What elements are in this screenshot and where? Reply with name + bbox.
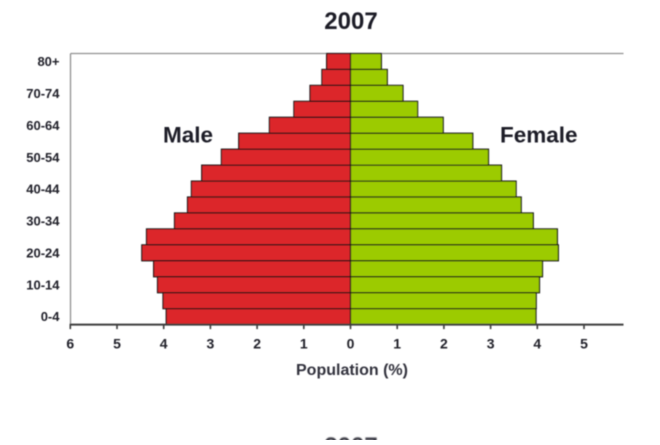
svg-text:50-54: 50-54 (26, 150, 60, 165)
svg-text:2: 2 (253, 336, 261, 352)
svg-text:Male: Male (163, 123, 213, 148)
svg-text:2007: 2007 (324, 8, 377, 35)
svg-text:0: 0 (347, 336, 355, 352)
svg-text:2: 2 (440, 336, 448, 352)
svg-text:40-44: 40-44 (26, 182, 60, 197)
svg-text:3: 3 (207, 336, 215, 352)
svg-text:2007: 2007 (324, 433, 377, 440)
svg-text:4: 4 (533, 336, 541, 352)
svg-text:3: 3 (487, 336, 495, 352)
svg-text:60-64: 60-64 (26, 118, 60, 133)
svg-text:10-14: 10-14 (26, 277, 60, 292)
svg-text:0-4: 0-4 (41, 309, 61, 324)
svg-text:20-24: 20-24 (26, 245, 60, 260)
svg-text:1: 1 (300, 336, 308, 352)
svg-text:5: 5 (113, 336, 121, 352)
svg-text:80+: 80+ (37, 54, 59, 69)
svg-text:30-34: 30-34 (26, 214, 60, 229)
svg-text:Population (%): Population (%) (296, 362, 408, 379)
svg-text:70-74: 70-74 (26, 86, 60, 101)
svg-text:1: 1 (393, 336, 401, 352)
svg-text:Female: Female (500, 123, 578, 148)
svg-text:4: 4 (160, 336, 168, 352)
svg-text:6: 6 (66, 336, 74, 352)
svg-text:5: 5 (580, 336, 588, 352)
